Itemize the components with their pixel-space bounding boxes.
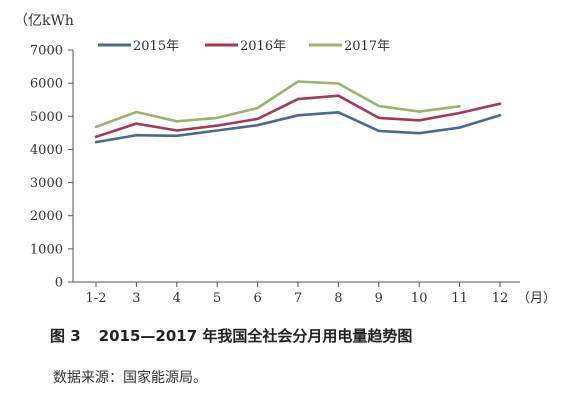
series-line <box>94 80 461 129</box>
source-note: 数据来源：国家能源局。 <box>53 370 207 386</box>
x-tick-label: 10 <box>411 291 428 306</box>
x-tick-label: 9 <box>375 291 383 306</box>
legend-label: 2016年 <box>240 39 286 54</box>
legend-label: 2017年 <box>344 39 390 54</box>
y-tick-label: 7000 <box>30 44 63 59</box>
x-tick-label: 7 <box>294 291 302 306</box>
x-axis-end-label: （月） <box>517 291 556 306</box>
x-tick-label: 4 <box>173 291 181 306</box>
series-line <box>94 111 502 144</box>
y-tick-label: 1000 <box>30 242 63 257</box>
x-tick-label: 8 <box>334 291 342 306</box>
x-tick-label: 11 <box>451 291 468 306</box>
y-tick-label: 6000 <box>30 77 63 92</box>
y-unit-label: （亿kWh <box>14 13 74 29</box>
series-line <box>94 94 502 139</box>
figure-number: 图 3 <box>50 327 81 345</box>
x-tick-label: 1-2 <box>86 291 107 306</box>
x-tick-label: 6 <box>253 291 261 306</box>
y-tick-label: 2000 <box>30 209 63 224</box>
figure-title: 2015—2017 年我国全社会分月用电量趋势图 <box>98 327 413 345</box>
legend-label: 2015年 <box>133 39 179 54</box>
y-tick-label: 5000 <box>30 110 63 125</box>
y-tick-label: 0 <box>55 276 63 291</box>
x-tick-label: 12 <box>492 291 509 306</box>
x-tick-label: 3 <box>132 291 140 306</box>
y-tick-label: 4000 <box>30 143 63 158</box>
figure-caption: 图 3 2015—2017 年我国全社会分月用电量趋势图 <box>50 325 550 346</box>
y-tick-label: 3000 <box>30 176 63 191</box>
x-tick-label: 5 <box>213 291 221 306</box>
line-chart: 0 1000 2000 3000 4000 5000 6000 7000 （亿kWh 1-2 3 4 5… <box>14 13 556 306</box>
